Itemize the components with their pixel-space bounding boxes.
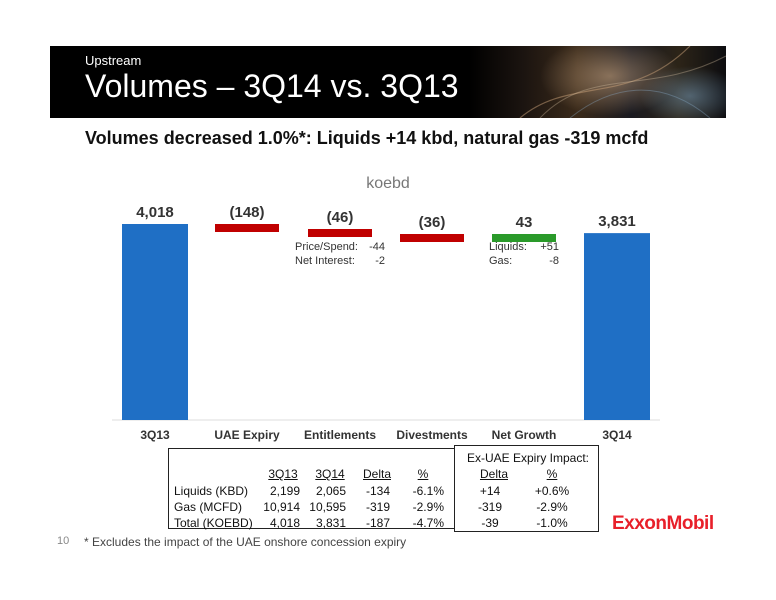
page-number: 10 (57, 535, 70, 547)
bar-uae-expiry (215, 224, 279, 232)
row-label: Total (KOEBD) (174, 516, 253, 530)
cell-pct: -4.7% (412, 516, 444, 530)
ex-uae-title: Ex-UAE Expiry Impact: (466, 451, 590, 465)
x-tick-3q14: 3Q14 (602, 428, 632, 442)
page-title: Volumes – 3Q14 vs. 3Q13 (85, 68, 459, 104)
x-tick-uae-expiry: UAE Expiry (214, 428, 280, 442)
table-header: 3Q13 (268, 467, 298, 481)
cell-pct: -2.9% (412, 500, 444, 514)
annotation-entitlements-label: Net Interest: (295, 255, 355, 267)
table-header: Delta (362, 467, 391, 481)
annotation-entitlements-value: -2 (375, 255, 385, 267)
cell-3q14: 10,595 (309, 500, 346, 514)
table-header: % (417, 467, 429, 481)
x-tick-net-growth: Net Growth (492, 428, 557, 442)
value-label-net-growth: 43 (516, 214, 533, 231)
cell-ex-pct: -1.0% (536, 516, 568, 530)
table-header: Delta (479, 467, 508, 481)
bar-3q14 (584, 233, 650, 420)
cell-ex-delta: -319 (477, 500, 503, 514)
cell-3q14: 3,831 (315, 516, 346, 530)
header-banner: Upstream Volumes – 3Q14 vs. 3Q13 (50, 46, 726, 118)
annotation-entitlements-label: Price/Spend: (295, 241, 358, 253)
cell-delta: -187 (365, 516, 390, 530)
cell-ex-delta: -39 (481, 516, 499, 530)
value-label-uae-expiry: (148) (229, 204, 264, 221)
row-label: Liquids (KBD) (174, 484, 249, 498)
cell-ex-pct: +0.6% (534, 484, 570, 498)
exxonmobil-logo: ExxonMobil (612, 513, 714, 534)
bar-3q13 (122, 224, 188, 420)
chart-unit-label: koebd (366, 175, 410, 192)
annotation-net-growth-label: Gas: (489, 255, 512, 267)
cell-3q13: 2,199 (269, 484, 300, 498)
annotation-net-growth-label: Liquids: (489, 241, 527, 253)
annotation-entitlements-value: -44 (369, 241, 385, 253)
value-label-3q13: 4,018 (136, 204, 174, 221)
value-label-3q14: 3,831 (598, 213, 636, 230)
x-tick-entitlements: Entitlements (304, 428, 376, 442)
table-header: % (546, 467, 558, 481)
value-label-entitlements: (46) (327, 209, 354, 226)
annotation-net-growth-value: -8 (549, 255, 559, 267)
row-label: Gas (MCFD) (174, 500, 242, 514)
x-tick-3q13: 3Q13 (140, 428, 170, 442)
cell-delta: -319 (365, 500, 390, 514)
x-tick-divestments: Divestments (396, 428, 468, 442)
bar-net-growth (492, 234, 556, 242)
waterfall-chart: koebd 4,018 3Q13 (148) UAE Expiry (46) Entitl… (112, 175, 660, 442)
bar-entitlements (308, 229, 372, 237)
cell-pct: -6.1% (412, 484, 444, 498)
table-header: 3Q14 (315, 467, 345, 481)
cell-3q14: 2,065 (315, 484, 346, 498)
cell-3q13: 10,914 (263, 500, 300, 514)
ex-uae-impact-box (454, 445, 599, 532)
annotation-net-growth-value: +51 (540, 241, 559, 253)
value-label-divestments: (36) (419, 214, 446, 231)
cell-3q13: 4,018 (269, 516, 300, 530)
cell-ex-pct: -2.9% (536, 500, 568, 514)
footnote: * Excludes the impact of the UAE onshore… (84, 535, 407, 549)
bar-divestments (400, 234, 464, 242)
cell-delta: -134 (365, 484, 390, 498)
banner-decoration (519, 46, 726, 118)
cell-ex-delta: +14 (479, 484, 501, 498)
section-label: Upstream (85, 53, 142, 68)
headline: Volumes decreased 1.0%*: Liquids +14 kbd… (85, 128, 649, 148)
